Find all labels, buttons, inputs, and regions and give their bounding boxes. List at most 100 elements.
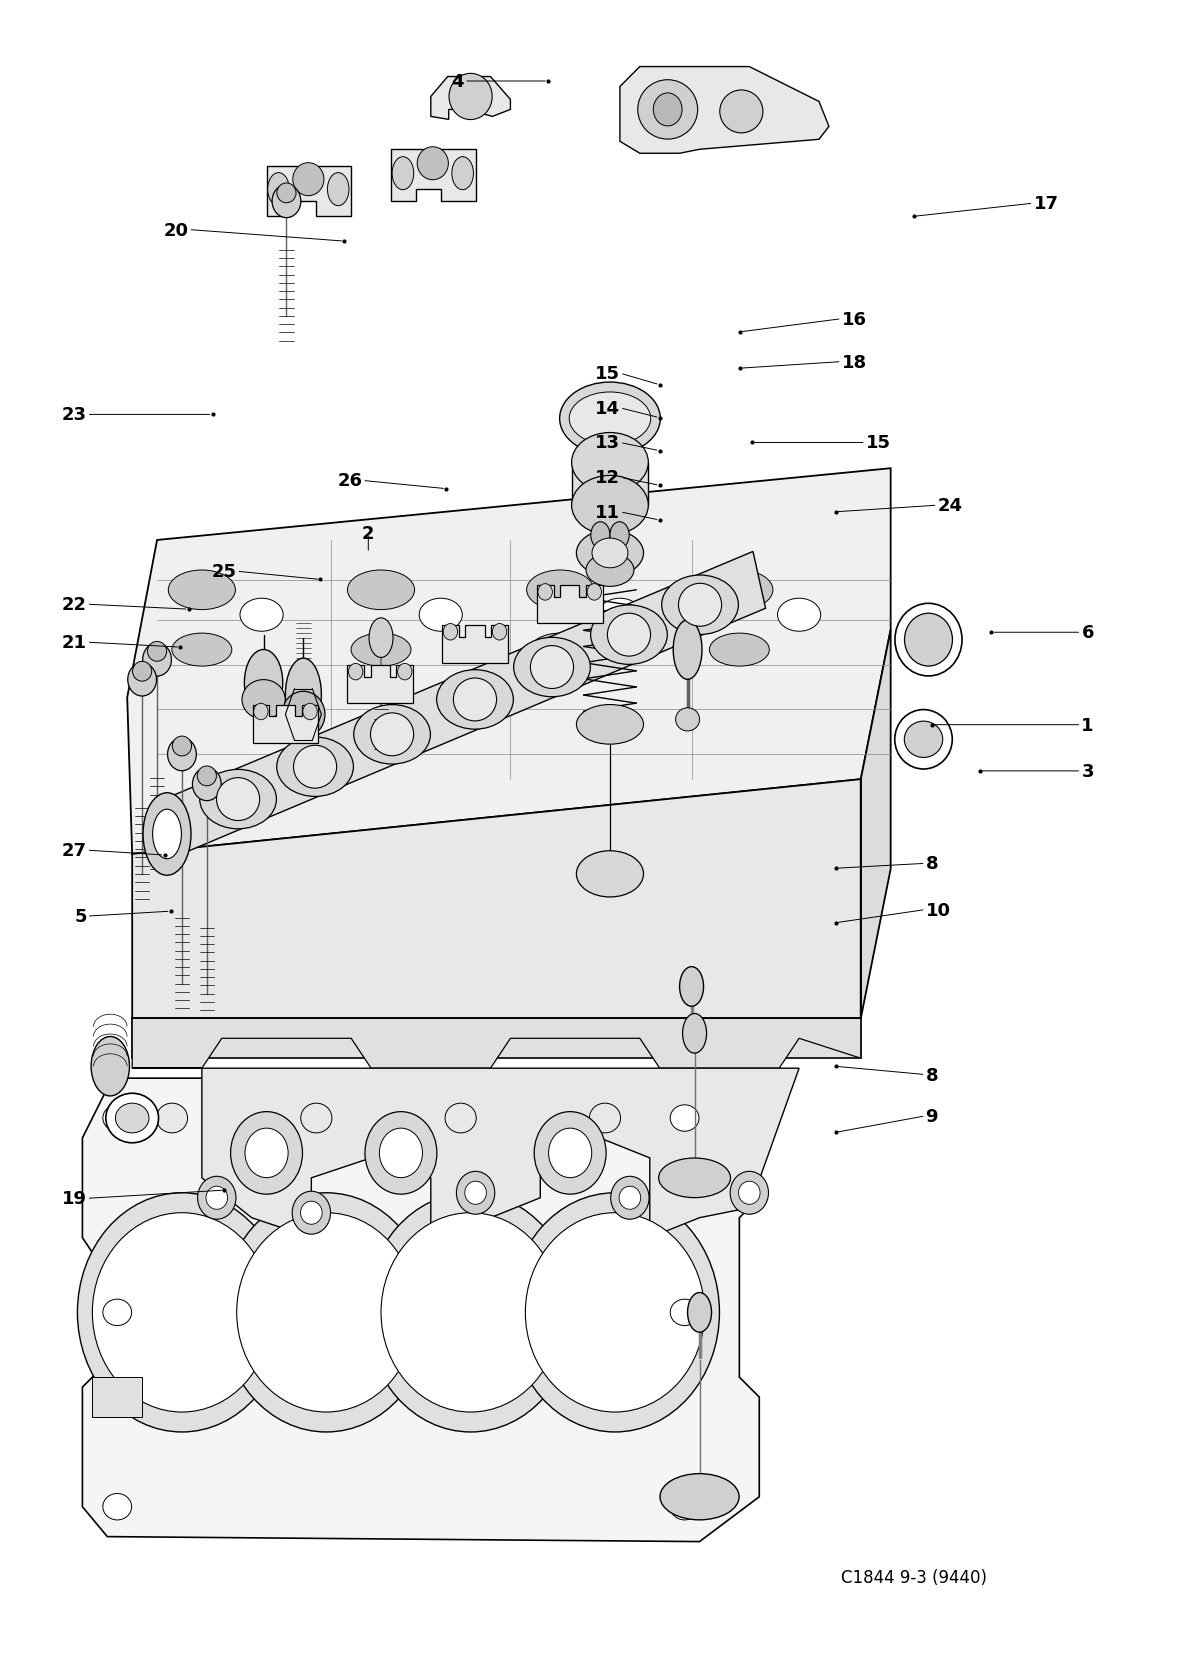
Text: 5: 5 bbox=[75, 907, 87, 925]
Ellipse shape bbox=[193, 768, 222, 801]
Text: 11: 11 bbox=[595, 503, 620, 521]
Ellipse shape bbox=[607, 614, 650, 657]
Ellipse shape bbox=[530, 634, 590, 667]
Ellipse shape bbox=[348, 664, 362, 680]
Ellipse shape bbox=[418, 147, 448, 180]
Ellipse shape bbox=[895, 710, 952, 770]
Ellipse shape bbox=[709, 634, 769, 667]
Ellipse shape bbox=[157, 1104, 188, 1134]
Text: 6: 6 bbox=[1081, 624, 1094, 642]
Ellipse shape bbox=[254, 703, 268, 720]
Ellipse shape bbox=[591, 523, 610, 549]
Ellipse shape bbox=[549, 1129, 591, 1178]
Ellipse shape bbox=[590, 1104, 620, 1134]
Ellipse shape bbox=[169, 571, 236, 611]
Ellipse shape bbox=[277, 738, 354, 798]
Ellipse shape bbox=[572, 434, 648, 493]
Ellipse shape bbox=[92, 1038, 130, 1096]
Ellipse shape bbox=[244, 650, 283, 717]
Ellipse shape bbox=[572, 477, 648, 536]
Ellipse shape bbox=[102, 1299, 131, 1326]
Ellipse shape bbox=[720, 91, 763, 134]
Ellipse shape bbox=[662, 576, 738, 636]
Ellipse shape bbox=[222, 1193, 431, 1432]
Ellipse shape bbox=[560, 382, 660, 455]
Ellipse shape bbox=[437, 670, 513, 730]
Ellipse shape bbox=[456, 1172, 495, 1215]
Ellipse shape bbox=[370, 619, 393, 659]
Ellipse shape bbox=[683, 1015, 707, 1054]
Ellipse shape bbox=[301, 1104, 332, 1134]
Ellipse shape bbox=[535, 1112, 606, 1195]
Polygon shape bbox=[266, 167, 352, 217]
Text: 13: 13 bbox=[595, 434, 620, 452]
Ellipse shape bbox=[217, 778, 260, 821]
Ellipse shape bbox=[592, 540, 628, 568]
Ellipse shape bbox=[904, 614, 952, 667]
Ellipse shape bbox=[419, 599, 462, 632]
Ellipse shape bbox=[526, 571, 594, 611]
Ellipse shape bbox=[531, 645, 573, 688]
Text: 8: 8 bbox=[926, 1066, 938, 1084]
Ellipse shape bbox=[167, 738, 196, 771]
Polygon shape bbox=[160, 553, 766, 857]
Ellipse shape bbox=[510, 1193, 720, 1432]
Ellipse shape bbox=[282, 692, 325, 738]
Text: 27: 27 bbox=[61, 842, 87, 859]
Ellipse shape bbox=[679, 967, 703, 1006]
Polygon shape bbox=[620, 68, 828, 154]
Ellipse shape bbox=[393, 157, 414, 190]
Text: 8: 8 bbox=[926, 854, 938, 872]
Ellipse shape bbox=[379, 1129, 423, 1178]
Ellipse shape bbox=[525, 1213, 704, 1412]
Ellipse shape bbox=[577, 851, 643, 897]
Text: 4: 4 bbox=[452, 73, 465, 91]
Text: 18: 18 bbox=[842, 354, 867, 371]
Ellipse shape bbox=[569, 392, 650, 445]
Polygon shape bbox=[442, 626, 508, 664]
Ellipse shape bbox=[660, 1473, 739, 1519]
Text: 16: 16 bbox=[842, 311, 867, 328]
Ellipse shape bbox=[93, 1213, 272, 1412]
Text: 26: 26 bbox=[337, 472, 362, 490]
Ellipse shape bbox=[172, 736, 191, 756]
Ellipse shape bbox=[272, 185, 301, 218]
Ellipse shape bbox=[577, 531, 643, 576]
Ellipse shape bbox=[665, 1163, 695, 1193]
Text: 14: 14 bbox=[595, 399, 620, 417]
Ellipse shape bbox=[102, 1106, 131, 1132]
Text: 15: 15 bbox=[595, 364, 620, 382]
Ellipse shape bbox=[673, 621, 702, 680]
Text: 23: 23 bbox=[61, 405, 87, 424]
Ellipse shape bbox=[738, 1182, 760, 1205]
Ellipse shape bbox=[619, 1187, 641, 1210]
Ellipse shape bbox=[267, 174, 289, 207]
Ellipse shape bbox=[445, 1104, 477, 1134]
Ellipse shape bbox=[143, 644, 171, 677]
Ellipse shape bbox=[294, 746, 337, 789]
Ellipse shape bbox=[172, 634, 232, 667]
Bar bbox=[93, 1377, 142, 1417]
Ellipse shape bbox=[659, 1158, 731, 1198]
Ellipse shape bbox=[293, 164, 324, 197]
Ellipse shape bbox=[354, 705, 430, 765]
Text: 15: 15 bbox=[866, 434, 891, 452]
Polygon shape bbox=[572, 463, 648, 506]
Ellipse shape bbox=[147, 642, 166, 662]
Polygon shape bbox=[82, 1079, 760, 1542]
Polygon shape bbox=[253, 705, 318, 743]
Ellipse shape bbox=[244, 1129, 288, 1178]
Ellipse shape bbox=[301, 1202, 323, 1225]
Ellipse shape bbox=[132, 662, 152, 682]
Ellipse shape bbox=[514, 637, 590, 697]
Ellipse shape bbox=[240, 599, 283, 632]
Polygon shape bbox=[132, 1019, 861, 1059]
Ellipse shape bbox=[538, 584, 553, 601]
Ellipse shape bbox=[242, 680, 285, 720]
Text: 21: 21 bbox=[61, 634, 87, 652]
Text: 3: 3 bbox=[1081, 763, 1094, 781]
Text: 2: 2 bbox=[362, 525, 374, 543]
Text: 9: 9 bbox=[926, 1107, 938, 1125]
Ellipse shape bbox=[397, 664, 412, 680]
Ellipse shape bbox=[380, 1213, 560, 1412]
